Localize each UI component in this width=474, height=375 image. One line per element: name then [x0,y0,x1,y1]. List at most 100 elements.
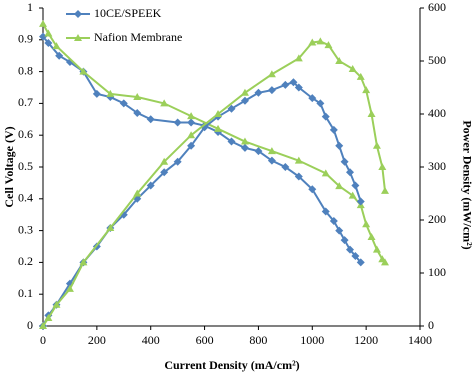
series-line [42,40,386,327]
marker [281,163,290,171]
marker [345,245,354,254]
series-line [42,81,362,327]
y-tick-label: 0.5 [18,159,33,173]
x-tick-label: 800 [249,333,267,347]
y-tick-label: 0.2 [18,254,33,268]
marker [74,10,82,18]
marker [345,168,354,177]
marker [55,51,64,60]
y2-axis-label: Power Density (mW/cm²) [460,120,474,249]
marker [335,226,344,235]
x-tick-label: 400 [142,333,160,347]
marker [316,99,325,108]
marker [39,19,47,27]
marker [329,125,338,134]
marker [356,197,365,206]
marker [39,32,47,41]
legend-label: Nafion Membrane [94,30,182,44]
marker [254,147,263,156]
y2-tick-label: 500 [428,53,446,67]
marker [187,118,196,127]
marker [308,38,317,46]
marker [351,252,360,261]
marker [289,78,298,87]
x-tick-label: 1000 [300,333,324,347]
marker [321,207,330,216]
marker [227,104,236,113]
marker [372,141,381,149]
marker [356,258,365,267]
marker [294,54,303,62]
y2-tick-label: 300 [428,159,446,173]
marker [348,64,357,72]
marker [340,157,349,166]
marker [254,88,263,97]
marker [160,157,169,165]
marker [39,322,47,329]
marker [367,110,376,117]
marker [351,181,360,190]
legend-label: 10CE/SPEEK [94,6,162,20]
x-tick-label: 1400 [408,333,432,347]
marker [133,189,142,197]
marker [335,57,344,64]
marker [308,185,317,194]
y-axis-label: Cell Voltage (V) [2,126,16,207]
x-tick-label: 200 [88,333,106,347]
marker [380,258,389,266]
marker [240,143,249,152]
marker [106,89,115,97]
marker [146,181,155,190]
y2-tick-label: 600 [428,0,446,14]
marker [240,96,249,105]
marker [65,284,74,292]
marker [380,186,389,194]
marker [340,236,349,245]
y-tick-label: 0.8 [18,63,33,77]
y-tick-label: 0.9 [18,32,33,46]
marker [348,191,357,199]
marker [324,41,333,49]
marker [187,131,196,139]
y-tick-label: 0 [27,318,33,332]
series-line [42,23,386,264]
marker [173,118,182,127]
marker [52,42,61,50]
marker [52,300,61,308]
y2-tick-label: 0 [428,318,434,332]
marker [267,70,276,78]
marker [294,156,303,164]
x-tick-label: 0 [40,333,46,347]
x-tick-label: 600 [196,333,214,347]
marker [294,83,303,92]
marker [214,110,223,117]
marker [362,220,371,228]
marker [160,99,169,107]
marker [44,38,53,47]
marker [267,86,276,95]
x-axis-label: Current Density (mA/cm²) [164,358,299,372]
marker [133,108,142,117]
marker [329,217,338,226]
marker [240,88,249,96]
marker [321,169,330,177]
y2-tick-label: 400 [428,106,446,120]
marker [187,141,196,150]
marker [321,112,330,121]
marker [267,156,276,165]
x-tick-label: 1200 [354,333,378,347]
y2-tick-label: 200 [428,212,446,226]
marker [267,147,276,155]
marker [187,112,196,120]
marker [92,89,101,98]
series-line [42,35,362,264]
marker [240,137,249,145]
marker [44,314,53,322]
marker [74,34,82,41]
marker [160,168,169,177]
marker [214,124,223,132]
marker [79,258,88,266]
marker [335,182,344,190]
marker [308,94,317,103]
